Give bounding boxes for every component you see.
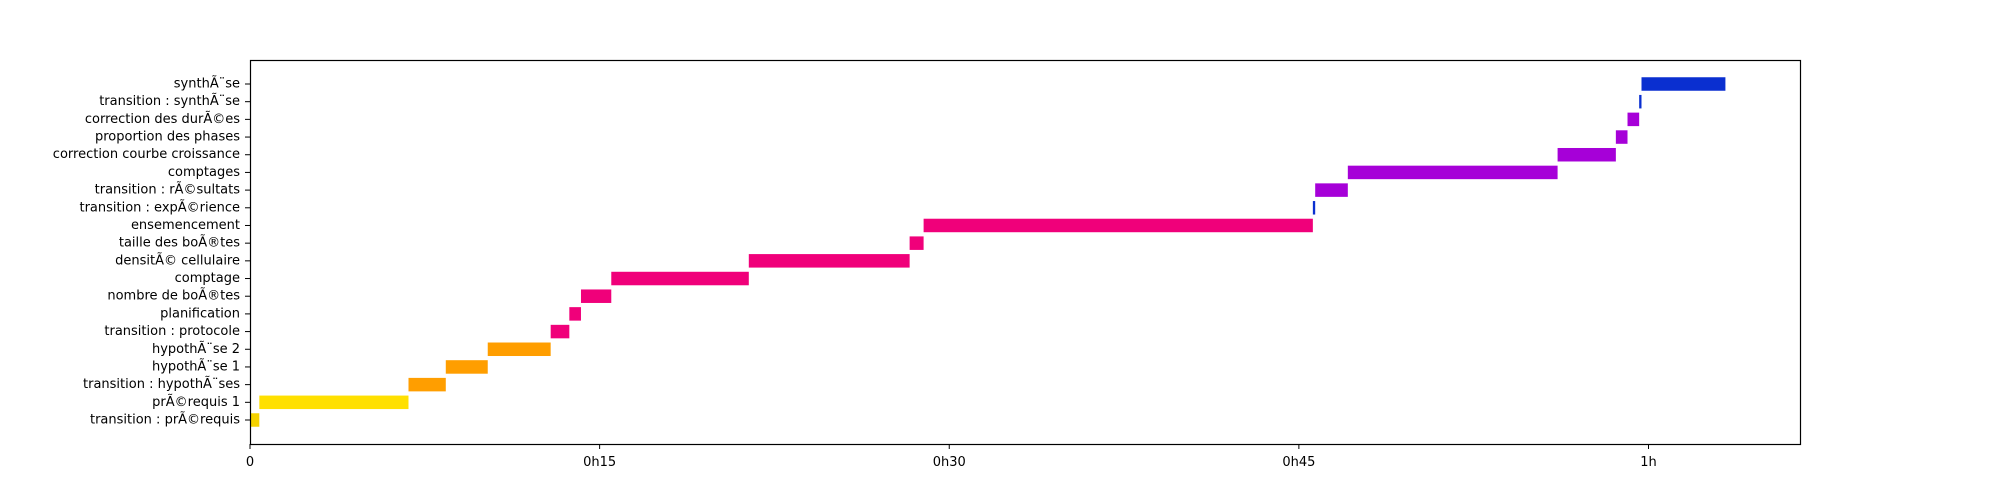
y-tick-label: transition : protocole (104, 324, 240, 339)
task-bar (580, 289, 612, 303)
task-bar (569, 307, 581, 321)
task-bar (259, 395, 409, 410)
x-tick-label: 0h45 (1282, 455, 1315, 470)
y-tick-label: taille des boÃ®tes (119, 235, 240, 251)
task-bar (487, 342, 551, 357)
task-bar (909, 236, 924, 250)
x-tick-label: 0 (246, 455, 254, 470)
task-bar (408, 377, 446, 392)
y-tick-label: nombre de boÃ®tes (107, 288, 240, 304)
x-tick-label: 0h15 (583, 455, 616, 470)
task-bar (1627, 112, 1640, 127)
y-tick-label: hypothÃ¨se 2 (152, 341, 240, 357)
x-tick-label: 0h30 (933, 455, 966, 470)
task-bar (445, 360, 488, 374)
task-bar (748, 254, 910, 268)
x-tick-label: 1h (1640, 455, 1657, 470)
task-bar (1347, 165, 1558, 180)
y-tick-label: correction des durÃ©es (85, 111, 240, 127)
y-tick-label: comptage (175, 271, 240, 286)
y-tick-label: synthÃ¨se (174, 76, 240, 92)
y-tick-label: hypothÃ¨se 1 (152, 358, 240, 374)
y-tick-label: correction courbe croissance (53, 147, 240, 162)
bars-layer (250, 77, 1726, 427)
task-bar (1615, 130, 1628, 144)
task-bar (1315, 183, 1348, 197)
task-bar (1312, 201, 1316, 215)
y-tick-label: proportion des phases (95, 130, 240, 145)
task-bar (550, 324, 570, 339)
task-bar (1639, 94, 1642, 109)
plot-frame (249, 59, 1802, 446)
x-axis: 0 0h15 0h30 0h45 1h (246, 444, 1657, 470)
y-tick-label: comptages (168, 165, 240, 180)
y-tick-label: prÃ©requis 1 (152, 394, 240, 410)
y-tick-label: transition : rÃ©sultats (95, 182, 241, 198)
task-bar (1641, 77, 1726, 91)
y-axis: transition : prÃ©requis prÃ©requis 1 trans… (53, 76, 250, 428)
task-bar (250, 413, 260, 427)
task-bar (1557, 147, 1616, 162)
y-tick-label: ensemencement (131, 218, 240, 233)
y-tick-label: densitÃ© cellulaire (115, 252, 240, 268)
y-tick-label: transition : hypothÃ¨ses (83, 376, 240, 392)
y-tick-label: transition : expÃ©rience (79, 199, 240, 215)
y-tick-label: planification (160, 306, 240, 321)
task-bar (923, 218, 1313, 233)
y-tick-label: transition : synthÃ¨se (99, 93, 240, 109)
task-bar (611, 271, 749, 286)
y-tick-label: transition : prÃ©requis (90, 412, 240, 428)
